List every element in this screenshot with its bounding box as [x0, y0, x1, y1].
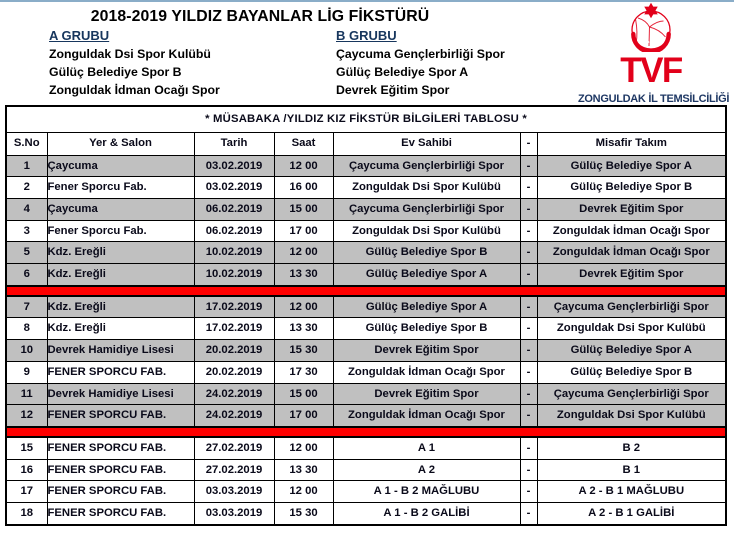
svg-text:1955: 1955: [648, 40, 655, 44]
